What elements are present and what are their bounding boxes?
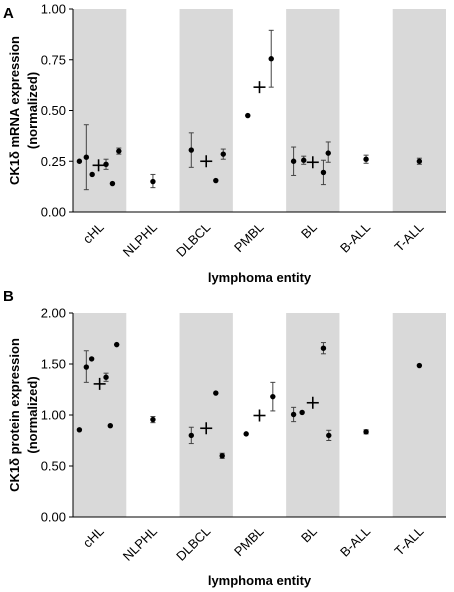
data-point [301,157,307,163]
x-tick-label: PMBL [231,220,267,256]
data-point [245,112,251,119]
x-tick-label: DLBCL [173,524,213,564]
band-chl [73,9,127,212]
x-tick-label: NLPHL [120,220,160,260]
data-point [109,180,116,187]
y-axis-subtitle: (normalized) [25,72,40,149]
x-tick-label: cHL [80,524,107,551]
data-point [76,427,83,433]
data-point [270,393,276,400]
band-bl [286,9,340,212]
y-axis-title: CK1δ protein expression [7,338,22,492]
data-point [363,429,369,435]
data-point [213,177,219,184]
panel-label: A [3,5,14,22]
x-tick-label: T-ALL [391,524,426,559]
x-tick-label: PMBL [231,524,267,560]
y-tick-label: 2.00 [41,306,66,321]
data-point [150,178,156,185]
data-point [83,364,90,370]
data-point [213,390,219,396]
data-point [103,161,109,167]
y-axis-subtitle: (normalized) [25,376,40,453]
data-point [416,158,423,164]
band-dlbcl [179,313,233,517]
data-point [299,409,305,416]
data-point [220,151,226,157]
y-tick-label: 1.00 [41,408,66,423]
data-point [326,432,332,439]
data-point [219,453,225,459]
x-tick-label: cHL [80,220,107,247]
y-tick-label: 0.00 [41,510,66,525]
x-tick-label: T-ALL [391,220,426,255]
data-point [107,423,114,429]
data-point [89,171,95,178]
band-t-all [392,9,446,212]
y-axis-title: CK1δ mRNA expression [7,36,22,185]
data-point [416,362,423,369]
x-axis-title: lymphoma entity [208,573,312,588]
data-point [116,148,122,154]
x-tick-label: NLPHL [120,524,160,564]
x-axis-title: lymphoma entity [208,270,312,285]
data-point [325,150,331,156]
data-point [320,169,327,176]
data-point [290,411,297,418]
data-point [363,156,369,162]
y-tick-label: 0.50 [41,459,66,474]
data-point [113,341,120,348]
data-point [320,345,327,351]
band-dlbcl [179,9,233,212]
y-tick-label: 1.50 [41,357,66,372]
data-point [188,432,194,439]
y-tick-label: 0.00 [41,205,66,220]
data-point [76,158,83,164]
data-point [150,416,156,423]
data-point [88,356,95,362]
band-t-all [392,313,446,517]
data-point [243,431,249,437]
data-point [188,147,194,153]
y-tick-label: 0.50 [41,103,66,118]
y-tick-label: 1.00 [41,2,66,17]
data-point [83,154,90,160]
x-tick-label: BL [298,220,320,242]
data-point [290,158,297,164]
panel-label: B [3,288,14,305]
x-tick-label: DLBCL [173,220,213,260]
y-tick-label: 0.75 [41,52,66,67]
data-point [103,374,109,380]
y-tick-label: 0.25 [41,154,66,169]
x-tick-label: B-ALL [337,524,373,560]
x-tick-label: B-ALL [337,220,373,256]
x-tick-label: BL [298,524,320,546]
data-point [268,56,274,62]
